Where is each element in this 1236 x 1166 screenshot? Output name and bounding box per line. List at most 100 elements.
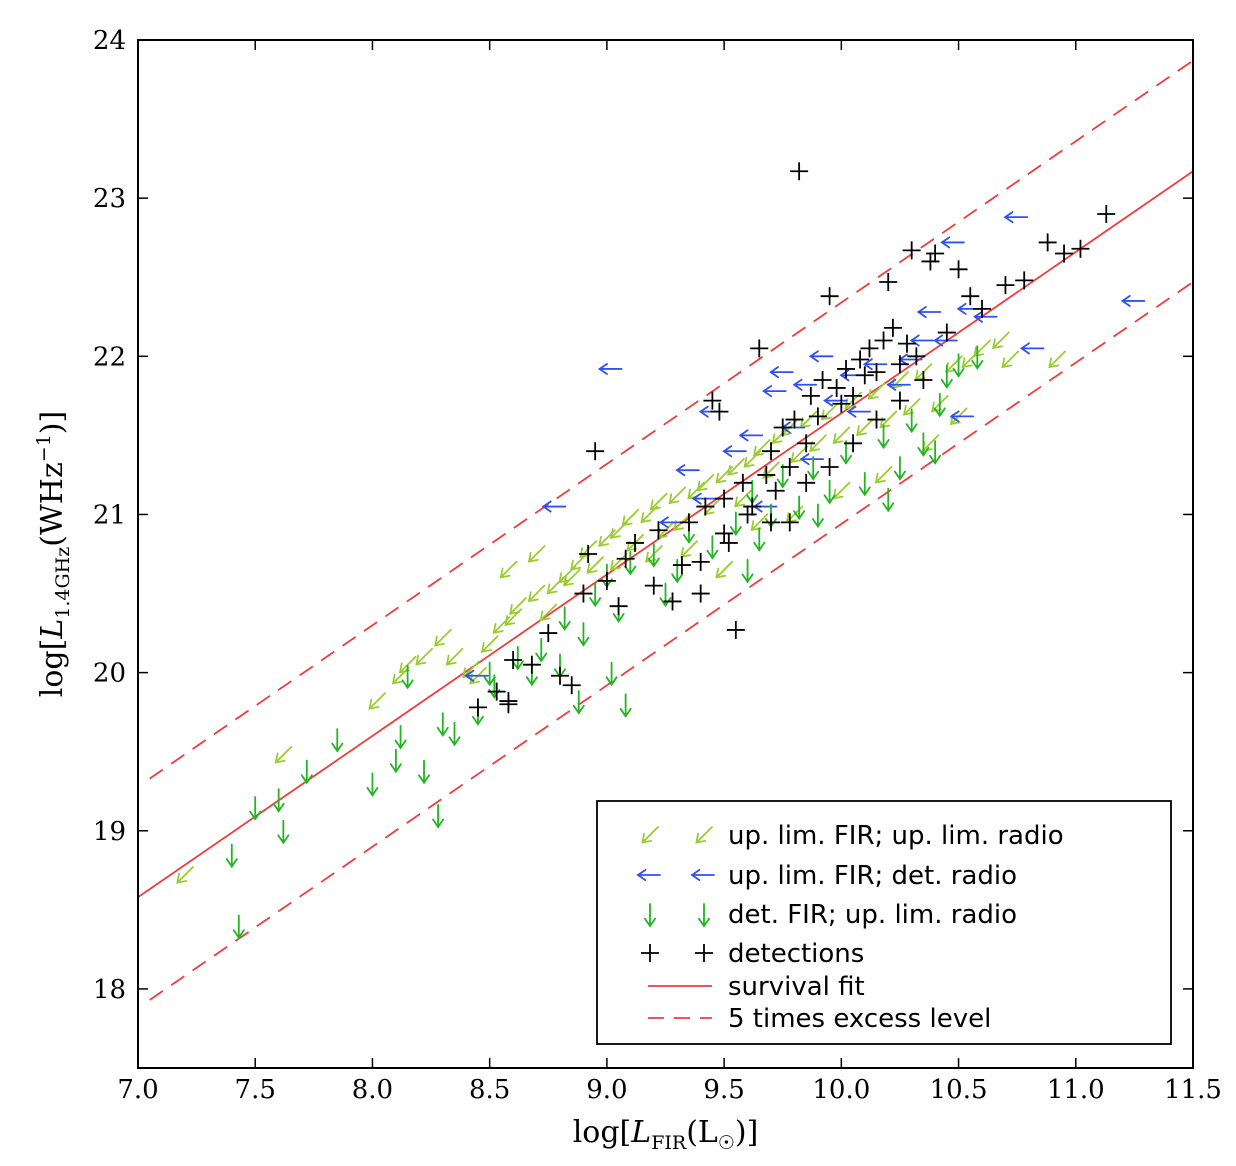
upper-limit-radio-marker-head bbox=[619, 707, 632, 718]
upper-limit-both-marker bbox=[727, 458, 745, 476]
detection-marker bbox=[626, 533, 645, 552]
upper-limit-both-marker bbox=[586, 556, 605, 574]
upper-limit-both-marker-head bbox=[743, 456, 755, 468]
detection-marker bbox=[733, 473, 752, 492]
upper-limit-both-marker-shaft bbox=[832, 481, 851, 500]
upper-limit-both-marker-head bbox=[649, 499, 661, 511]
upper-limit-both-marker-head bbox=[832, 488, 844, 500]
upper-limit-fir-marker-head bbox=[799, 453, 810, 466]
upper-limit-radio-marker bbox=[793, 495, 806, 521]
legend-upper-limit-radio-marker-head bbox=[698, 917, 710, 928]
detection-marker bbox=[996, 276, 1015, 295]
upper-limit-both-marker-head bbox=[509, 604, 520, 615]
upper-limit-fir-marker bbox=[792, 378, 818, 391]
upper-limit-fir-marker-head bbox=[940, 236, 951, 249]
detection-marker bbox=[738, 505, 757, 524]
detection-marker bbox=[844, 434, 863, 453]
upper-limit-radio-marker bbox=[877, 424, 890, 449]
legend-item: detections bbox=[641, 939, 864, 969]
legend-item: up. lim. FIR; up. lim. radio bbox=[641, 821, 1064, 851]
upper-limit-fir-marker-head bbox=[933, 334, 944, 347]
upper-limit-both-marker-shaft bbox=[462, 660, 480, 678]
upper-limit-both-marker-head bbox=[391, 673, 403, 685]
axis-labels-layer: log[LFIR(L☉)] log[L1.4GHz(WHz−1)] bbox=[33, 411, 758, 1154]
upper-limit-radio-marker bbox=[840, 440, 853, 465]
detection-marker bbox=[691, 584, 710, 603]
detection-marker bbox=[820, 458, 839, 477]
upper-limit-radio-marker-head bbox=[905, 423, 918, 434]
upper-limit-fir-marker bbox=[916, 306, 942, 319]
upper-limit-both-marker bbox=[696, 473, 715, 492]
upper-limit-fir-marker bbox=[799, 453, 825, 466]
upper-limit-both-marker bbox=[499, 560, 518, 579]
upper-limit-both-marker-head bbox=[856, 425, 867, 437]
detection-marker bbox=[743, 497, 762, 516]
upper-limit-fir-marker-head bbox=[597, 362, 608, 375]
upper-limit-fir-marker bbox=[1019, 342, 1045, 355]
upper-limit-radio-marker bbox=[952, 353, 965, 378]
upper-limit-both-marker bbox=[527, 545, 546, 563]
upper-limit-fir-marker bbox=[862, 358, 888, 371]
detection-marker bbox=[937, 323, 956, 342]
upper-limit-both-marker-head bbox=[598, 535, 610, 547]
upper-limit-radio-marker bbox=[729, 511, 742, 536]
legend-upper-limit-radio-marker bbox=[698, 903, 710, 928]
upper-limit-both-marker-head bbox=[750, 520, 762, 532]
detection-marker bbox=[504, 650, 523, 669]
upper-limit-both-marker-shaft bbox=[610, 553, 628, 571]
legend-item: det. FIR; up. lim. radio bbox=[644, 900, 1017, 930]
detection-marker bbox=[785, 410, 804, 429]
upper-limit-radio-marker-head bbox=[448, 736, 461, 747]
upper-limit-radio-marker-head bbox=[277, 834, 290, 845]
detection-marker bbox=[679, 513, 698, 532]
upper-limit-both-marker-head bbox=[527, 551, 539, 563]
upper-limit-radio-marker bbox=[366, 772, 379, 797]
upper-limit-radio-marker bbox=[436, 712, 449, 737]
upper-limit-radio-marker bbox=[511, 645, 524, 671]
upper-limit-radio-marker bbox=[300, 759, 313, 785]
upper-limit-both-marker-shaft bbox=[832, 426, 851, 444]
upper-limit-both-marker-shaft bbox=[875, 466, 893, 484]
y-tick-label: 21 bbox=[93, 500, 126, 530]
upper-limit-fir-marker bbox=[940, 236, 965, 249]
upper-limit-fir-marker-head bbox=[464, 669, 475, 682]
upper-limit-both-marker-shaft bbox=[856, 418, 874, 436]
upper-limit-both-marker bbox=[398, 655, 417, 674]
detection-marker bbox=[703, 391, 722, 410]
upper-limit-both-marker-head bbox=[992, 338, 1003, 350]
upper-limit-radio-marker-head bbox=[823, 494, 836, 505]
upper-limit-radio-marker bbox=[858, 471, 871, 497]
upper-limit-fir-marker-head bbox=[792, 378, 803, 391]
detection-marker bbox=[773, 418, 792, 437]
upper-limit-radio-marker bbox=[249, 796, 262, 821]
upper-limit-both-marker-head bbox=[902, 404, 914, 416]
legend-detection-marker bbox=[695, 944, 713, 962]
upper-limit-both-marker-shaft bbox=[650, 492, 668, 511]
upper-limit-both-marker bbox=[809, 434, 827, 452]
upper-limit-fir-marker bbox=[597, 362, 623, 375]
upper-limit-radio-marker bbox=[647, 543, 660, 568]
upper-limit-both-marker-shaft bbox=[586, 556, 605, 574]
upper-limit-radio-marker-head bbox=[249, 810, 262, 821]
upper-limit-radio-marker-head bbox=[612, 613, 625, 623]
legend-detection-marker bbox=[641, 944, 659, 962]
upper-limit-both-marker-shaft bbox=[809, 434, 827, 452]
upper-limit-fir-marker bbox=[658, 516, 684, 529]
upper-limit-both-marker-head bbox=[176, 872, 188, 884]
upper-limit-fir-marker-head bbox=[541, 500, 552, 513]
upper-limit-radio-marker bbox=[232, 914, 245, 940]
upper-limit-both-marker bbox=[621, 508, 640, 527]
upper-limit-radio-marker bbox=[893, 456, 906, 481]
upper-limit-radio-marker bbox=[394, 724, 407, 750]
detection-marker bbox=[801, 386, 820, 405]
upper-limit-both-marker-head bbox=[820, 409, 832, 421]
upper-limit-both-marker bbox=[680, 540, 698, 558]
legend-item: survival fit bbox=[648, 972, 865, 1002]
upper-limit-radio-marker bbox=[488, 674, 501, 699]
upper-limit-fir-marker-head bbox=[862, 358, 873, 371]
upper-limit-both-marker-shaft bbox=[528, 584, 546, 602]
upper-limit-both-marker-head bbox=[727, 464, 739, 476]
detection-marker bbox=[715, 524, 734, 543]
detection-marker bbox=[562, 676, 581, 695]
upper-limit-both-marker-head bbox=[586, 562, 598, 574]
